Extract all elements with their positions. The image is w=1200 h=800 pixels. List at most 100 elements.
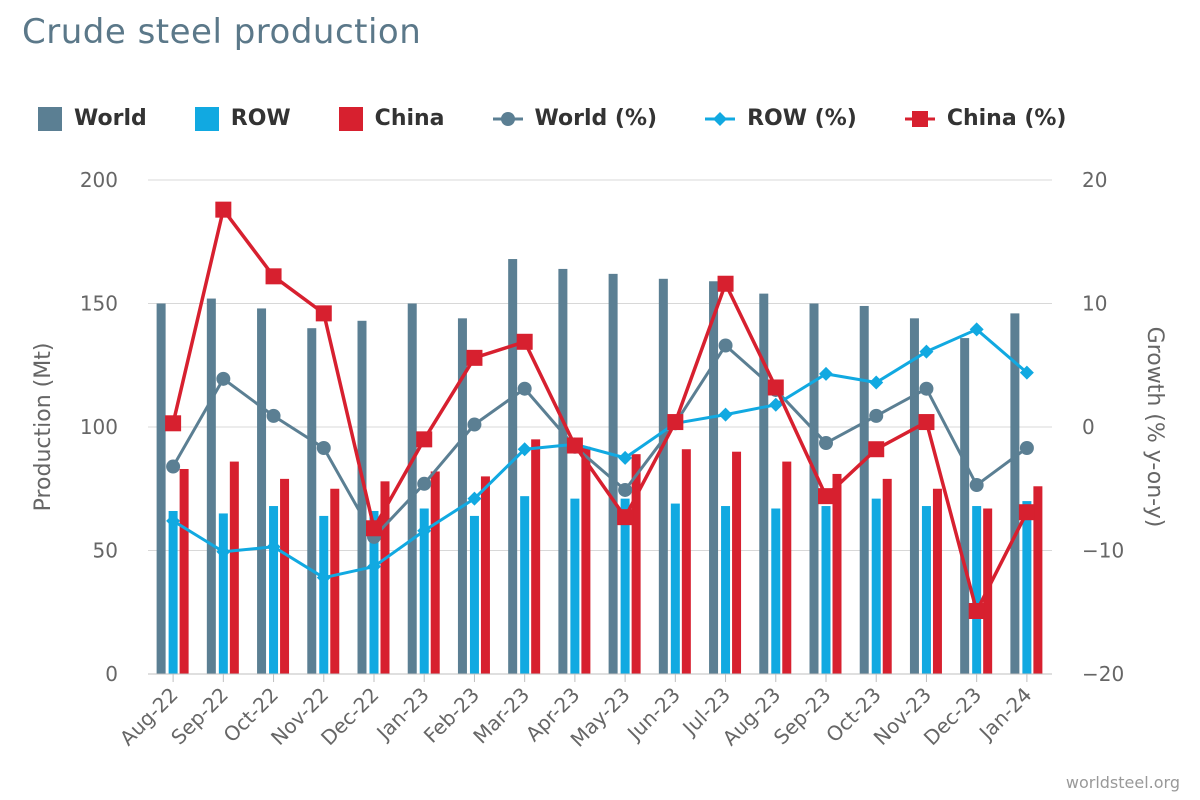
point xyxy=(466,349,483,366)
legend-label: ROW (%) xyxy=(747,106,857,131)
bar xyxy=(469,515,479,674)
bar xyxy=(809,303,819,674)
point xyxy=(919,381,934,396)
bar xyxy=(960,338,970,674)
point xyxy=(266,408,281,423)
bar xyxy=(681,449,691,674)
point xyxy=(366,520,382,537)
x-tick-label: Sep-23 xyxy=(769,683,836,750)
bar xyxy=(1022,501,1032,674)
bar xyxy=(832,473,842,674)
bar xyxy=(419,508,429,674)
bar xyxy=(871,498,881,674)
y-tick-label: 50 xyxy=(93,539,118,563)
point xyxy=(618,450,633,465)
point xyxy=(316,570,331,585)
legend-item[interactable]: World xyxy=(38,106,147,131)
point xyxy=(818,488,834,505)
point xyxy=(617,509,634,526)
point xyxy=(417,476,432,491)
bar xyxy=(280,478,290,674)
point xyxy=(266,539,281,554)
bar xyxy=(319,515,329,674)
point xyxy=(717,275,734,292)
bar xyxy=(1010,313,1020,674)
x-tick-label: Jan-24 xyxy=(973,683,1036,746)
point xyxy=(315,305,332,322)
point xyxy=(718,338,733,353)
bar xyxy=(721,506,731,674)
bar xyxy=(508,259,518,674)
bar xyxy=(631,454,641,674)
point xyxy=(216,371,231,386)
legend-label: China xyxy=(374,106,445,131)
bar xyxy=(380,481,390,674)
point xyxy=(265,268,282,285)
bar xyxy=(921,506,931,674)
point xyxy=(215,201,232,218)
point xyxy=(768,397,783,412)
credit-text: worldsteel.org xyxy=(1065,773,1180,792)
bar xyxy=(229,461,239,674)
bar xyxy=(218,513,228,674)
series-line xyxy=(172,327,1028,580)
point xyxy=(517,442,532,457)
bar xyxy=(1033,486,1043,674)
x-tick-label: Sep-22 xyxy=(166,683,233,750)
point xyxy=(868,441,885,458)
y-tick-label: 200 xyxy=(80,168,118,192)
bar xyxy=(581,446,591,674)
bar xyxy=(156,303,166,674)
legend-item[interactable]: China (%) xyxy=(904,106,1067,131)
y-axis-title: Production (Mt) xyxy=(31,343,56,512)
legend-swatch xyxy=(38,106,62,131)
bar xyxy=(269,506,279,674)
bar xyxy=(480,476,490,674)
point xyxy=(869,375,884,390)
bar xyxy=(531,439,541,674)
point xyxy=(918,414,935,431)
legend-item[interactable]: China xyxy=(338,106,445,131)
bar xyxy=(206,298,216,674)
legend-swatch xyxy=(705,111,736,126)
legend-label: World xyxy=(74,106,147,131)
bar xyxy=(782,461,792,674)
point xyxy=(316,440,331,455)
y-tick-label: 0 xyxy=(105,662,118,686)
line-series-square xyxy=(165,201,1035,620)
legend-swatch xyxy=(194,106,219,131)
point xyxy=(869,408,884,423)
point xyxy=(718,407,733,422)
legend-label: World (%) xyxy=(534,106,658,131)
point xyxy=(969,478,984,493)
bar xyxy=(932,488,942,674)
bar xyxy=(821,506,831,674)
line-series-circle xyxy=(166,338,1034,544)
bar-series-row xyxy=(168,496,1032,674)
line-series-diamond xyxy=(166,322,1034,585)
bar xyxy=(620,498,630,674)
x-tick-label: Jun-23 xyxy=(621,683,685,747)
point xyxy=(367,559,381,574)
point xyxy=(819,436,833,451)
x-tick-label: Aug-22 xyxy=(115,683,183,751)
x-tick-label: Mar-23 xyxy=(468,683,534,749)
bar xyxy=(771,508,781,674)
chart-title: Crude steel production xyxy=(22,12,422,52)
legend-label: ROW xyxy=(230,106,291,131)
bar-series-world xyxy=(156,259,1020,674)
bar xyxy=(658,278,668,674)
bar xyxy=(670,503,680,674)
y2-axis-title: Growth (% y-on-y) xyxy=(1142,327,1167,528)
series-line xyxy=(171,207,1029,613)
point xyxy=(1018,504,1035,521)
legend-swatch xyxy=(904,110,935,127)
legend-label: China (%) xyxy=(946,106,1067,131)
point xyxy=(819,366,833,381)
bar xyxy=(307,328,317,674)
legend-item[interactable]: ROW xyxy=(194,106,291,131)
point xyxy=(166,513,181,528)
legend-item[interactable]: World (%) xyxy=(492,106,658,131)
legend-item[interactable]: ROW (%) xyxy=(705,106,857,131)
point xyxy=(467,491,482,506)
